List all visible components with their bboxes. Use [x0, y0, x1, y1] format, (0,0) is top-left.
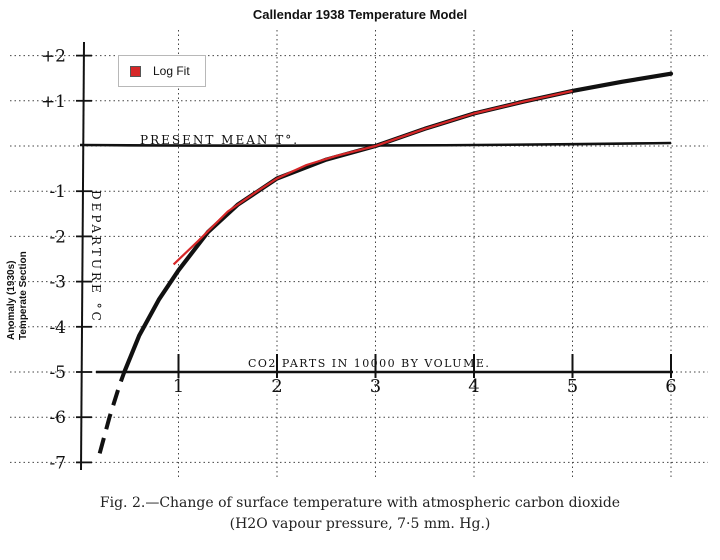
- x-tick-label: 6: [665, 376, 676, 397]
- x-tick-label: 2: [271, 376, 282, 397]
- x-tick-label: 5: [567, 376, 578, 397]
- y-tick-label: -3: [49, 273, 66, 293]
- y-tick-label: -2: [49, 227, 66, 247]
- scan-annotations: PRESENT MEAN T°. DEPARTURE °C CO2 PARTS IN…: [89, 133, 490, 370]
- y-tick-label: -1: [49, 182, 66, 202]
- annotation-co2: CO2 PARTS IN 10000 BY VOLUME.: [248, 357, 490, 370]
- legend: Log Fit: [118, 55, 206, 87]
- x-tick-label: 3: [370, 376, 381, 397]
- x-tick-label: 1: [173, 376, 184, 397]
- grid: [10, 30, 708, 480]
- y-tick-label: +2: [41, 47, 66, 67]
- y-axis-line: [80, 41, 85, 471]
- y-tick-label: -6: [49, 408, 66, 428]
- legend-label-log-fit: Log Fit: [153, 64, 190, 78]
- y-tick-label: -7: [49, 453, 66, 473]
- axes: [76, 41, 92, 471]
- y-tick-label: +1: [41, 92, 66, 112]
- x-tick-label: 4: [468, 376, 479, 397]
- x-tick-labels: 1 2 3 4 5 6: [173, 376, 677, 397]
- caption-line-1: Fig. 2.—Change of surface temperature wi…: [99, 495, 621, 511]
- series-line-extrapolated: [97, 371, 127, 454]
- y-tick-label: -4: [49, 318, 66, 338]
- series-group: [97, 71, 674, 454]
- reference-lines: [79, 141, 673, 378]
- y-tick-label: -5: [49, 363, 66, 383]
- annotation-present-mean: PRESENT MEAN T°.: [140, 133, 299, 147]
- annotation-departure: DEPARTURE °C: [89, 190, 103, 324]
- chart-title: Callendar 1938 Temperature Model: [252, 7, 468, 22]
- legend-swatch-log-fit: [130, 66, 141, 77]
- series-line-log-fit: [172, 89, 573, 266]
- caption-line-2: (H2O vapour pressure, 7·5 mm. Hg.): [229, 516, 491, 532]
- y-tick-labels: +2 +1 -1 -2 -3 -4 -5 -6 -7: [41, 47, 66, 474]
